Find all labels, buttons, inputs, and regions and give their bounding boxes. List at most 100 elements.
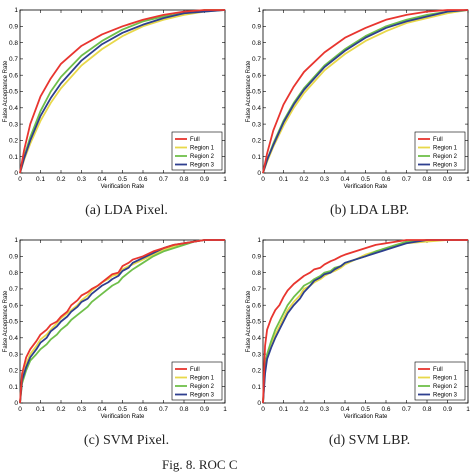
legend-entry: Region 2: [190, 384, 215, 390]
y-tick-label: 0.5: [9, 319, 18, 326]
y-tick-label: 0.3: [9, 351, 18, 358]
x-tick-label: 0.6: [138, 406, 147, 413]
x-tick-label: 0.9: [200, 176, 209, 183]
x-tick-label: 0.1: [36, 176, 45, 183]
legend-entry: Region 2: [433, 154, 458, 160]
x-tick-label: 0.7: [159, 176, 168, 183]
y-tick-label: 0.2: [252, 368, 261, 375]
y-tick-label: 0.9: [252, 24, 261, 31]
roc-chart-1: 0 0.1 0.2 0.3 0.4 0.5 0.6 0.7 0.8 0.9 1 0 0.1 0.2 0.3 0…: [3, 7, 227, 218]
series-line-full: [19, 239, 225, 404]
y-tick-label: 1: [14, 7, 18, 14]
x-tick-label: 0.8: [422, 176, 431, 183]
legend: Full Region 1 Region 2 Region 3: [414, 131, 466, 171]
series-line-region-3: [19, 9, 226, 174]
y-tick-label: 0.7: [252, 286, 261, 293]
x-tick-label: 0.3: [320, 406, 329, 413]
legend: Full Region 1 Region 2 Region 3: [414, 361, 466, 401]
y-tick-label: 1: [257, 237, 261, 244]
y-tick-label: 0.9: [9, 254, 18, 261]
y-axis-label: False Acceptance Rate: [246, 290, 252, 352]
y-tick-label: 0.1: [9, 384, 18, 391]
x-axis-label: Verification Rate: [344, 184, 388, 190]
x-tick-label: 0.2: [299, 406, 308, 413]
y-tick-label: 0.4: [9, 335, 18, 342]
legend-entry: Region 3: [190, 393, 215, 399]
x-axis-label: Verification Rate: [344, 414, 388, 420]
legend-entry: Region 3: [433, 163, 458, 169]
y-tick-label: 0.3: [252, 351, 261, 358]
x-tick-label: 1: [223, 406, 227, 413]
y-tick-label: 0.8: [9, 40, 18, 47]
x-tick-label: 0.8: [179, 406, 188, 413]
legend-entry: Full: [190, 137, 200, 143]
x-tick-label: 0.8: [422, 406, 431, 413]
y-tick-label: 0.2: [252, 138, 261, 145]
x-tick-label: 0.6: [381, 406, 390, 413]
y-tick-label: 0.6: [252, 302, 261, 309]
subfigure-caption: (b) LDA LBP.: [330, 203, 409, 218]
x-tick-label: 0: [261, 176, 265, 183]
x-tick-label: 0.1: [279, 406, 288, 413]
legend: Full Region 1 Region 2 Region 3: [171, 361, 223, 401]
x-tick-label: 1: [223, 176, 227, 183]
x-tick-label: 0.3: [77, 176, 86, 183]
x-tick-label: 0: [18, 406, 22, 413]
y-tick-label: 0.7: [9, 56, 18, 63]
series-line-region-1: [19, 9, 226, 174]
y-tick-label: 0.5: [252, 319, 261, 326]
x-tick-label: 0.4: [97, 176, 106, 183]
x-tick-label: 0.4: [340, 406, 349, 413]
y-tick-label: 1: [14, 237, 18, 244]
y-tick-label: 0.4: [252, 335, 261, 342]
y-tick-label: 0.8: [252, 40, 261, 47]
x-tick-label: 0.5: [118, 176, 127, 183]
y-tick-label: 0.9: [9, 24, 18, 31]
y-tick-label: 0.3: [252, 121, 261, 128]
legend-entry: Region 2: [433, 384, 458, 390]
x-tick-label: 0.3: [77, 406, 86, 413]
y-tick-label: 0.6: [9, 302, 18, 309]
y-tick-label: 0.6: [252, 72, 261, 79]
x-tick-label: 0.6: [138, 176, 147, 183]
y-tick-label: 1: [257, 7, 261, 14]
y-tick-label: 0.1: [9, 154, 18, 161]
y-tick-label: 0.8: [252, 270, 261, 277]
series-line-full: [262, 9, 468, 174]
x-tick-label: 0.3: [320, 176, 329, 183]
x-tick-label: 0.2: [56, 406, 65, 413]
legend-entry: Region 2: [190, 154, 215, 160]
x-tick-label: 0.9: [200, 406, 209, 413]
y-tick-label: 0: [14, 170, 18, 177]
subfigure-caption: (a) LDA Pixel.: [85, 203, 168, 218]
y-tick-label: 0.7: [252, 56, 261, 63]
series-line-region-3: [262, 239, 468, 404]
roc-chart-4: 0 0.1 0.2 0.3 0.4 0.5 0.6 0.7 0.8 0.9 1 0 0.1 0.2 0.3 0…: [246, 237, 470, 448]
x-tick-label: 0.5: [118, 406, 127, 413]
legend-entry: Region 3: [190, 163, 215, 169]
series-line-region-3: [262, 9, 469, 174]
y-tick-label: 0.7: [9, 286, 18, 293]
legend-entry: Region 1: [190, 146, 215, 152]
x-tick-label: 0.6: [381, 176, 390, 183]
subfigure-caption: (d) SVM LBP.: [329, 433, 410, 448]
x-tick-label: 0.9: [443, 176, 452, 183]
x-tick-label: 0.9: [443, 406, 452, 413]
series-line-region-2: [19, 239, 225, 404]
x-tick-label: 0.4: [340, 176, 349, 183]
y-tick-label: 0.5: [252, 89, 261, 96]
x-tick-label: 0.4: [97, 406, 106, 413]
x-tick-label: 0.7: [159, 406, 168, 413]
legend-entry: Region 1: [433, 376, 458, 382]
y-tick-label: 0.4: [9, 105, 18, 112]
y-tick-label: 0: [257, 400, 261, 407]
x-tick-label: 0.2: [56, 176, 65, 183]
legend-entry: Full: [190, 367, 200, 373]
x-tick-label: 0.8: [179, 176, 188, 183]
y-axis-label: False Acceptance Rate: [3, 60, 9, 122]
x-tick-label: 0.7: [402, 406, 411, 413]
subfigure-caption: (c) SVM Pixel.: [84, 433, 169, 448]
roc-chart-3: 0 0.1 0.2 0.3 0.4 0.5 0.6 0.7 0.8 0.9 1 0 0.1 0.2 0.3 0…: [3, 237, 227, 448]
legend-entry: Region 1: [433, 146, 458, 152]
